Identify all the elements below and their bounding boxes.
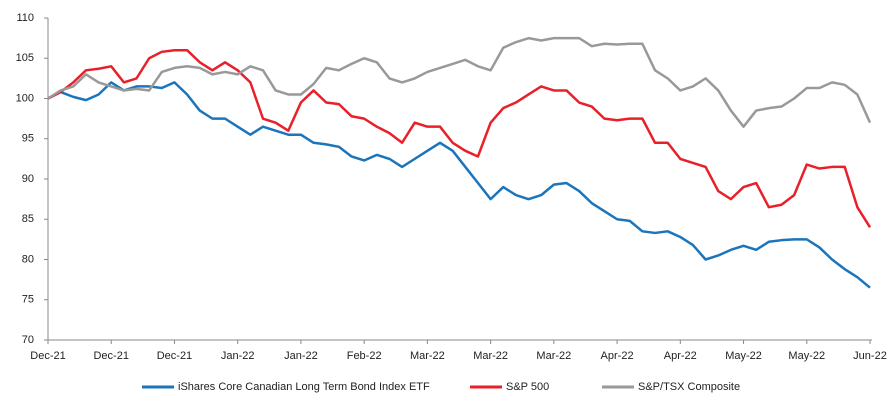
x-tick-label: Jun-22 [853, 350, 887, 362]
x-tick-label: Dec-21 [93, 350, 128, 362]
y-tick-label: 90 [22, 173, 34, 185]
x-tick-label: Jan-22 [284, 350, 318, 362]
x-tick-label: Mar-22 [473, 350, 508, 362]
legend-label: S&P/TSX Composite [638, 381, 740, 393]
y-tick-label: 110 [16, 12, 34, 24]
x-tick-label: Jan-22 [221, 350, 255, 362]
y-tick-label: 100 [16, 92, 34, 104]
x-tick-label: May-22 [725, 350, 762, 362]
series-line [47, 36, 872, 128]
legend-label: iShares Core Canadian Long Term Bond Ind… [178, 381, 430, 393]
x-tick-label: Dec-21 [157, 350, 192, 362]
y-tick-label: 105 [16, 52, 34, 64]
x-tick-label: May-22 [788, 350, 825, 362]
series-line [47, 81, 871, 289]
x-tick-label: Mar-22 [536, 350, 571, 362]
x-tick-label: Dec-21 [30, 350, 65, 362]
x-tick-label: Apr-22 [601, 350, 634, 362]
y-tick-label: 95 [22, 133, 34, 145]
x-tick-label: Feb-22 [347, 350, 382, 362]
y-tick-label: 75 [22, 294, 34, 306]
y-tick-label: 70 [22, 334, 34, 346]
legend-label: S&P 500 [506, 381, 549, 393]
y-tick-label: 85 [22, 213, 34, 225]
series-line [47, 48, 872, 228]
x-tick-label: Apr-22 [664, 350, 697, 362]
y-tick-label: 80 [22, 253, 34, 265]
x-tick-label: Mar-22 [410, 350, 445, 362]
